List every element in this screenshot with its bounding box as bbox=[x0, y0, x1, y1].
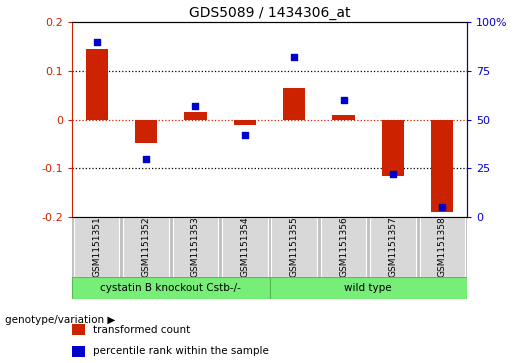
Bar bbox=[184, 112, 207, 119]
Text: GSM1151351: GSM1151351 bbox=[92, 217, 101, 277]
Text: transformed count: transformed count bbox=[93, 325, 190, 335]
Bar bbox=[135, 119, 157, 143]
Bar bbox=[321, 217, 366, 277]
Bar bbox=[333, 115, 355, 119]
Text: GSM1151356: GSM1151356 bbox=[339, 217, 348, 277]
Text: GSM1151355: GSM1151355 bbox=[289, 217, 299, 277]
Bar bbox=[173, 217, 218, 277]
Text: GSM1151353: GSM1151353 bbox=[191, 217, 200, 277]
Point bbox=[191, 103, 199, 109]
Bar bbox=[124, 217, 169, 277]
Bar bbox=[85, 49, 108, 119]
Bar bbox=[271, 217, 317, 277]
Bar bbox=[431, 119, 453, 212]
Bar bbox=[72, 324, 85, 335]
Bar bbox=[420, 217, 465, 277]
Bar bbox=[222, 217, 267, 277]
Point bbox=[389, 171, 397, 177]
Text: GSM1151358: GSM1151358 bbox=[438, 217, 447, 277]
Title: GDS5089 / 1434306_at: GDS5089 / 1434306_at bbox=[189, 5, 350, 20]
Point bbox=[339, 97, 348, 103]
Bar bbox=[382, 119, 404, 176]
Bar bbox=[74, 217, 119, 277]
Point bbox=[93, 38, 101, 44]
Text: cystatin B knockout Cstb-/-: cystatin B knockout Cstb-/- bbox=[100, 283, 241, 293]
Point bbox=[290, 54, 298, 60]
Bar bbox=[370, 217, 416, 277]
Text: genotype/variation ▶: genotype/variation ▶ bbox=[5, 315, 115, 325]
Text: GSM1151354: GSM1151354 bbox=[241, 217, 249, 277]
Point bbox=[241, 132, 249, 138]
Text: wild type: wild type bbox=[345, 283, 392, 293]
Text: GSM1151357: GSM1151357 bbox=[388, 217, 398, 277]
Text: GSM1151352: GSM1151352 bbox=[142, 217, 150, 277]
Bar bbox=[72, 346, 85, 357]
Point bbox=[142, 156, 150, 162]
Bar bbox=[269, 277, 467, 298]
Bar bbox=[72, 277, 269, 298]
Bar bbox=[283, 88, 305, 119]
Point bbox=[438, 204, 447, 210]
Text: percentile rank within the sample: percentile rank within the sample bbox=[93, 346, 268, 356]
Bar bbox=[234, 119, 256, 125]
